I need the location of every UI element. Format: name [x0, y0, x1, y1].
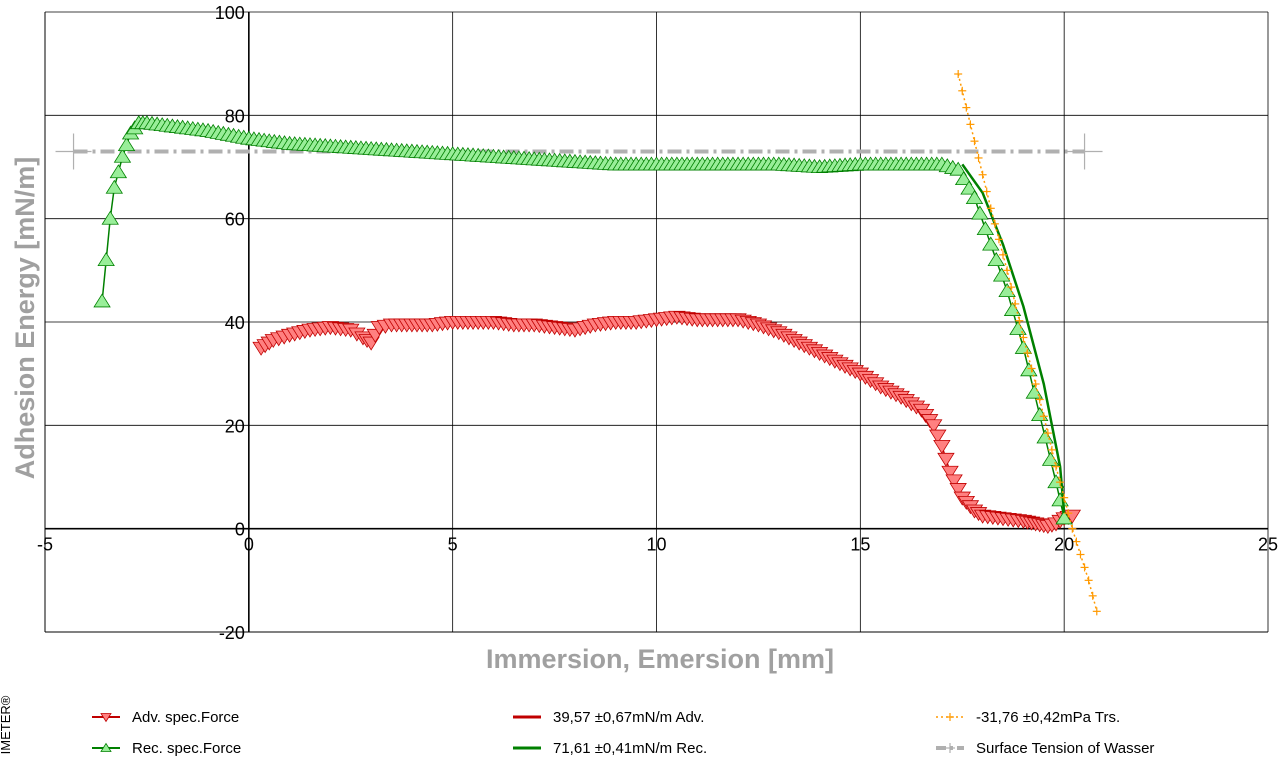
legend-label: -31,76 ±0,42mPa Trs. — [976, 709, 1120, 726]
adv-force-point — [100, 713, 112, 723]
legend-item: -31,76 ±0,42mPa Trs. — [936, 709, 1120, 726]
legend-item: Surface Tension of Wasser — [936, 740, 1154, 757]
rec-force-point — [982, 236, 1000, 251]
adv-force-series — [252, 310, 1082, 535]
legend-item: 71,61 ±0,41mN/m Rec. — [513, 740, 707, 757]
y-tick-label: 60 — [225, 210, 245, 230]
rec-force-point — [992, 267, 1011, 282]
rec-force-point — [987, 252, 1005, 267]
adv-force-point — [929, 429, 947, 444]
legend-label: 39,57 ±0,67mN/m Adv. — [553, 709, 704, 726]
rec-force-point — [93, 293, 111, 308]
adv-force-point — [941, 465, 959, 480]
rec-force-series — [93, 115, 1073, 525]
legend-label: Rec. spec.Force — [132, 740, 241, 757]
trs-series — [954, 70, 1101, 616]
rec-force-point — [971, 205, 989, 220]
legend-item: Rec. spec.Force — [92, 740, 241, 757]
adv-force-point — [949, 483, 967, 498]
rec-force-point — [117, 137, 136, 152]
rec-force-point — [954, 171, 973, 186]
legend-label: Adv. spec.Force — [132, 709, 239, 726]
adv-force-point — [933, 439, 951, 454]
y-tick-label: 100 — [215, 3, 245, 23]
legend: Adv. spec.Force Rec. spec.Force 39,57 ±0,6… — [92, 709, 1154, 757]
x-tick-label: 10 — [646, 535, 666, 555]
tick-labels: -5 0 5 10 15 20 25 -20 0 20 40 60 80 100 — [37, 3, 1278, 643]
x-tick-label: -5 — [37, 535, 53, 555]
legend-item: 39,57 ±0,67mN/m Adv. — [513, 709, 704, 726]
y-tick-label: 80 — [225, 106, 245, 126]
rec-force-point — [100, 742, 112, 752]
rec-fit-series — [961, 163, 1066, 514]
rec-force-point — [965, 190, 984, 205]
y-tick-label: 20 — [225, 416, 245, 436]
legend-label: Surface Tension of Wasser — [976, 740, 1154, 757]
legend-item: Adv. spec.Force — [92, 709, 239, 726]
rec-force-point — [1020, 362, 1038, 377]
adv-force-point — [945, 474, 963, 489]
adv-force-point — [937, 452, 955, 467]
series-layer — [55, 70, 1103, 616]
y-tick-label: -20 — [219, 623, 245, 643]
y-tick-label: 40 — [225, 313, 245, 333]
y-tick-label: 0 — [235, 520, 245, 540]
rec-force-point — [1055, 510, 1073, 525]
x-tick-label: 5 — [448, 535, 458, 555]
side-brand-text: IMETER® — [0, 695, 13, 754]
rec-force-point — [109, 164, 128, 179]
x-axis-title: Immersion, Emersion [mm] — [486, 644, 834, 674]
surface-tension-series — [55, 133, 1103, 170]
rec-force-point — [101, 210, 119, 225]
legend-label: 71,61 ±0,41mN/m Rec. — [553, 740, 707, 757]
rec-force-point — [113, 148, 132, 163]
adv-force-point — [924, 419, 943, 434]
x-tick-label: 0 — [244, 535, 254, 555]
zero-axes — [45, 12, 1268, 632]
rec-fit-line — [961, 163, 1066, 514]
rec-force-point — [97, 252, 115, 267]
rec-force-point — [105, 179, 124, 194]
rec-force-point — [960, 180, 978, 195]
y-axis-title: Adhesion Energy [mN/m] — [10, 157, 40, 480]
rec-force-point — [949, 161, 967, 176]
x-tick-label: 25 — [1258, 535, 1278, 555]
x-tick-label: 20 — [1054, 535, 1074, 555]
rec-force-point — [976, 221, 995, 236]
x-tick-label: 15 — [850, 535, 870, 555]
